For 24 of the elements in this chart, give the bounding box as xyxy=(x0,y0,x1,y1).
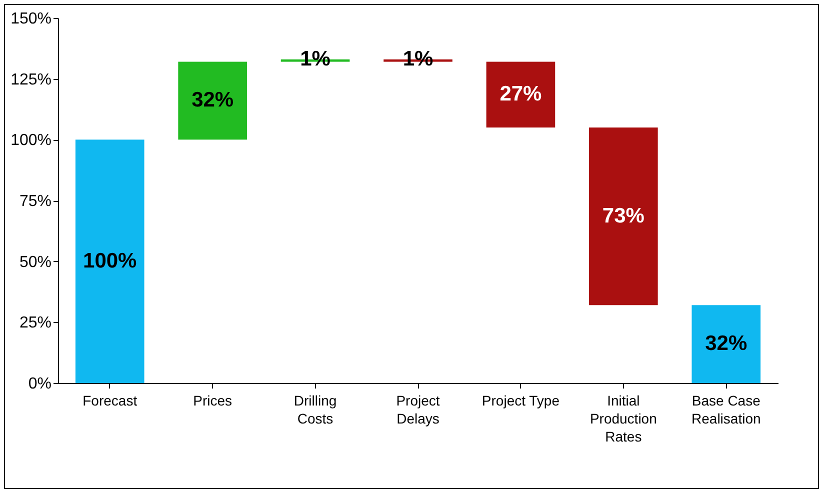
x-tick-label: Project Delays xyxy=(396,392,440,426)
x-tick-label: Prices xyxy=(193,392,232,408)
y-tick-label: 50% xyxy=(19,254,52,271)
data-label: 32% xyxy=(705,332,748,356)
y-tick-label: 150% xyxy=(10,10,52,28)
y-tick-label: 100% xyxy=(10,132,52,150)
x-tick-label: Base Case Realisation xyxy=(692,392,761,426)
y-tick-label: 125% xyxy=(10,71,52,88)
x-tick-label: Forecast xyxy=(82,392,138,408)
x-tick-label: Drilling Costs xyxy=(294,392,337,426)
bar xyxy=(692,305,761,383)
y-tick-label: 75% xyxy=(19,193,52,210)
y-tick-label: 25% xyxy=(19,314,52,332)
data-label: 27% xyxy=(500,82,542,106)
x-tick-label: Project Type xyxy=(482,392,560,408)
bar xyxy=(75,140,144,383)
data-label: 100% xyxy=(83,249,138,272)
bar xyxy=(589,128,658,306)
data-label: 32% xyxy=(192,88,234,112)
x-tick-label: Initial Production Rates xyxy=(590,392,657,444)
bar xyxy=(178,62,247,140)
y-tick-label: 0% xyxy=(28,376,52,392)
bar xyxy=(486,62,556,128)
data-label: 73% xyxy=(602,204,645,228)
